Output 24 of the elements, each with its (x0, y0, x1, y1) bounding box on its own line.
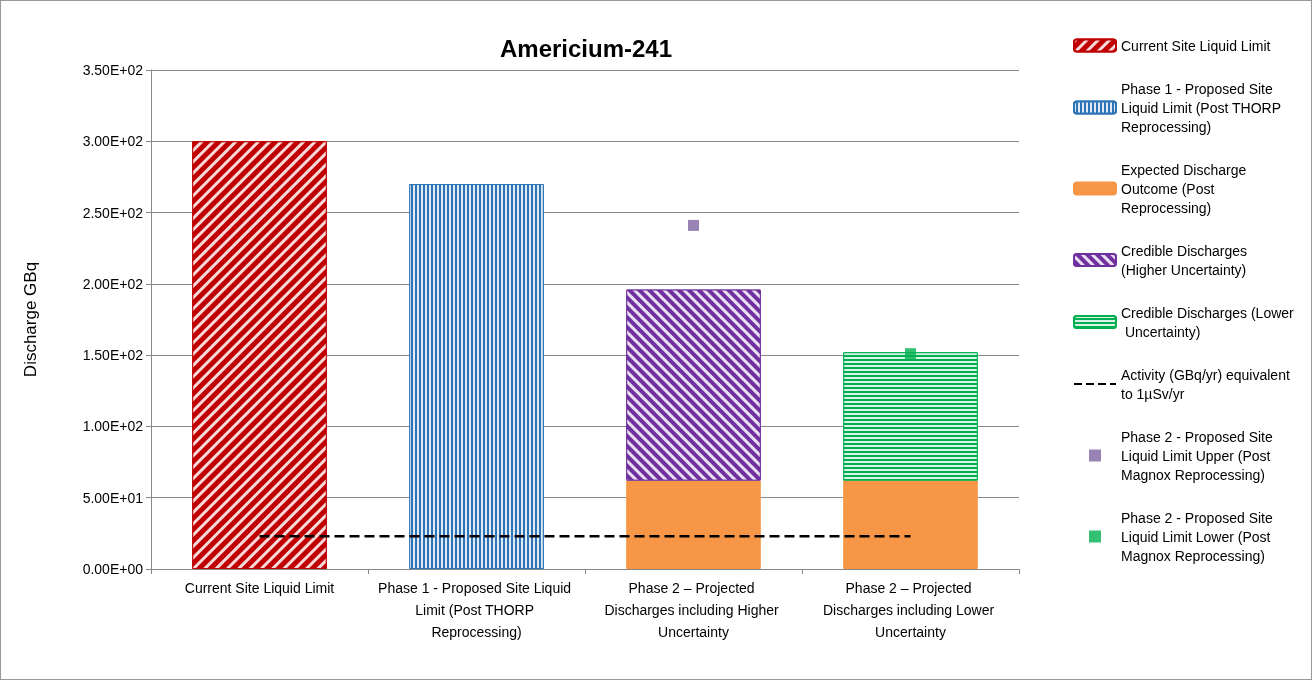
x-tick-label: Current Site Liquid Limit (184, 580, 335, 596)
legend-label: Activity (GBq/yr) equivalent to 1µSv/yr (1121, 366, 1294, 402)
y-tick-label: 0.00E+00 (82, 561, 144, 577)
x-tick-label: Phase 2 – Projected Discharges including Higher Uncertainty (604, 580, 783, 640)
y-tick-label: 2.50E+02 (82, 204, 144, 221)
legend-label: Expected Discharge Outcome (Post Reprocessing) (1121, 161, 1251, 216)
legend-label: Phase 2 - Proposed Site Liquid Limit Upper (Post Magnox Reprocessing) (1121, 428, 1277, 483)
chart-title: Americium-241 (499, 34, 673, 62)
y-tick-label: 1.50E+02 (82, 347, 144, 364)
y-tick-label: 5.00E+01 (82, 489, 144, 506)
y-axis-title: Discharge GBq (21, 261, 40, 378)
legend-label: Credible Discharges (Higher Uncertainty) (1121, 242, 1251, 278)
x-tick-label: Phase 1 - Proposed Site Liquid Limit (Post THORP Reprocessing) (378, 580, 575, 640)
x-tick-label: Phase 2 – Projected Discharges including Lower Uncertainty (822, 580, 999, 640)
bar (843, 480, 978, 569)
legend-label: Phase 2 - Proposed Site Liquid Limit Lower (Post Magnox Reprocessing) (1121, 509, 1277, 564)
y-tick-label: 1.00E+02 (82, 418, 144, 435)
y-tick-label: 3.00E+02 (82, 133, 144, 150)
y-tick-label: 2.00E+02 (82, 275, 144, 292)
legend-label: Current Site Liquid Limit (1121, 37, 1271, 54)
legend-label: Phase 1 - Proposed Site Liquid Limit (Post THORP Reprocessing) (1121, 80, 1285, 135)
bar (626, 480, 761, 569)
legend-label: Credible Discharges (Lower Uncertainty) (1121, 304, 1295, 340)
y-tick-label: 3.50E+02 (82, 62, 144, 78)
